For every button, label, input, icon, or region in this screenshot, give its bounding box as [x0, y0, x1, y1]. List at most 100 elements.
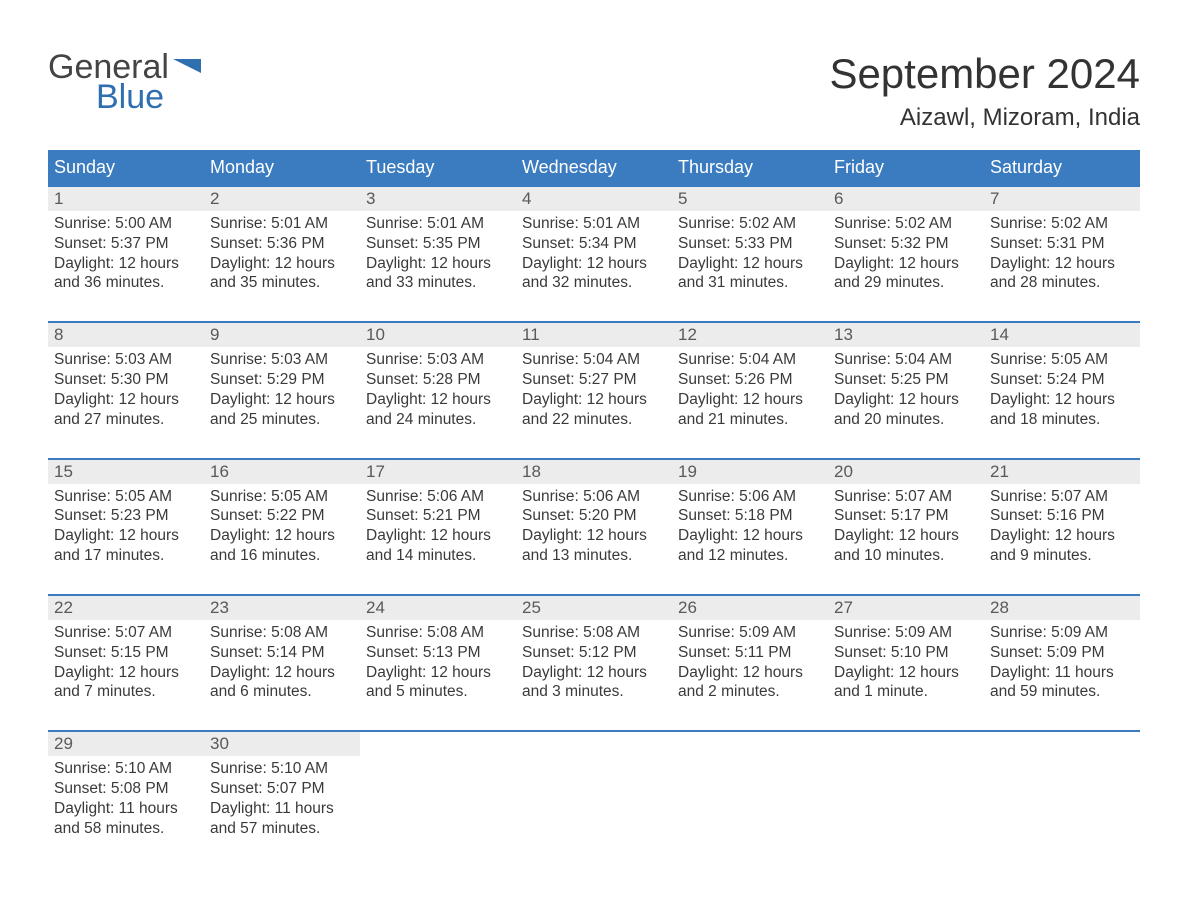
sunset-line: Sunset: 5:09 PM	[990, 643, 1134, 663]
calendar: SundayMondayTuesdayWednesdayThursdayFrid…	[48, 150, 1140, 845]
weekday-header: Tuesday	[360, 150, 516, 185]
calendar-day: 2Sunrise: 5:01 AMSunset: 5:36 PMDaylight…	[204, 187, 360, 299]
sunset-line: Sunset: 5:34 PM	[522, 234, 666, 254]
sunrise-line: Sunrise: 5:08 AM	[210, 623, 354, 643]
sunset-line: Sunset: 5:25 PM	[834, 370, 978, 390]
weekday-header: Wednesday	[516, 150, 672, 185]
weekday-header: Saturday	[984, 150, 1140, 185]
sunrise-line: Sunrise: 5:07 AM	[54, 623, 198, 643]
day-number: 12	[672, 323, 828, 347]
day-number: 25	[516, 596, 672, 620]
day-number: 11	[516, 323, 672, 347]
sunset-line: Sunset: 5:28 PM	[366, 370, 510, 390]
day-details: Sunrise: 5:03 AMSunset: 5:29 PMDaylight:…	[210, 350, 354, 429]
calendar-day-empty	[984, 732, 1140, 844]
sunset-line: Sunset: 5:21 PM	[366, 506, 510, 526]
calendar-day: 19Sunrise: 5:06 AMSunset: 5:18 PMDayligh…	[672, 460, 828, 572]
day-number: 6	[828, 187, 984, 211]
day-number: 13	[828, 323, 984, 347]
sunrise-line: Sunrise: 5:05 AM	[54, 487, 198, 507]
daylight-line: Daylight: 12 hours and 12 minutes.	[678, 526, 822, 566]
calendar-weeks: 1Sunrise: 5:00 AMSunset: 5:37 PMDaylight…	[48, 185, 1140, 845]
day-details: Sunrise: 5:04 AMSunset: 5:25 PMDaylight:…	[834, 350, 978, 429]
day-number: 28	[984, 596, 1140, 620]
sunrise-line: Sunrise: 5:08 AM	[366, 623, 510, 643]
day-details: Sunrise: 5:05 AMSunset: 5:22 PMDaylight:…	[210, 487, 354, 566]
sunset-line: Sunset: 5:13 PM	[366, 643, 510, 663]
daylight-line: Daylight: 12 hours and 18 minutes.	[990, 390, 1134, 430]
sunrise-line: Sunrise: 5:01 AM	[522, 214, 666, 234]
calendar-day: 9Sunrise: 5:03 AMSunset: 5:29 PMDaylight…	[204, 323, 360, 435]
daylight-line: Daylight: 12 hours and 3 minutes.	[522, 663, 666, 703]
calendar-day: 3Sunrise: 5:01 AMSunset: 5:35 PMDaylight…	[360, 187, 516, 299]
calendar-day: 28 Sunrise: 5:09 AMSunset: 5:09 PMDayligh…	[984, 596, 1140, 708]
daylight-line: Daylight: 12 hours and 10 minutes.	[834, 526, 978, 566]
weekday-header: Monday	[204, 150, 360, 185]
day-details: Sunrise: 5:08 AMSunset: 5:13 PMDaylight:…	[366, 623, 510, 702]
calendar-day: 25Sunrise: 5:08 AMSunset: 5:12 PMDayligh…	[516, 596, 672, 708]
daylight-line: Daylight: 11 hours and 57 minutes.	[210, 799, 354, 839]
daylight-line: Daylight: 12 hours and 16 minutes.	[210, 526, 354, 566]
daylight-line: Daylight: 12 hours and 28 minutes.	[990, 254, 1134, 294]
sunset-line: Sunset: 5:31 PM	[990, 234, 1134, 254]
day-number: 22	[48, 596, 204, 620]
sunrise-line: Sunrise: 5:04 AM	[834, 350, 978, 370]
weekday-header: Thursday	[672, 150, 828, 185]
day-number: 10	[360, 323, 516, 347]
calendar-day: 24Sunrise: 5:08 AMSunset: 5:13 PMDayligh…	[360, 596, 516, 708]
calendar-day: 10Sunrise: 5:03 AMSunset: 5:28 PMDayligh…	[360, 323, 516, 435]
daylight-line: Daylight: 12 hours and 21 minutes.	[678, 390, 822, 430]
sunset-line: Sunset: 5:35 PM	[366, 234, 510, 254]
calendar-day-empty	[672, 732, 828, 844]
day-number: 17	[360, 460, 516, 484]
sunrise-line: Sunrise: 5:02 AM	[990, 214, 1134, 234]
sunrise-line: Sunrise: 5:02 AM	[678, 214, 822, 234]
day-details: Sunrise: 5:07 AMSunset: 5:16 PMDaylight:…	[990, 487, 1134, 566]
weekday-header: Friday	[828, 150, 984, 185]
sunrise-line: Sunrise: 5:00 AM	[54, 214, 198, 234]
sunset-line: Sunset: 5:24 PM	[990, 370, 1134, 390]
calendar-day: 29Sunrise: 5:10 AMSunset: 5:08 PMDayligh…	[48, 732, 204, 844]
daylight-line: Daylight: 12 hours and 1 minute.	[834, 663, 978, 703]
day-number: 7	[984, 187, 1140, 211]
day-details: Sunrise: 5:02 AMSunset: 5:32 PMDaylight:…	[834, 214, 978, 293]
day-details: Sunrise: 5:06 AMSunset: 5:21 PMDaylight:…	[366, 487, 510, 566]
day-details: Sunrise: 5:02 AMSunset: 5:33 PMDaylight:…	[678, 214, 822, 293]
day-details: Sunrise: 5:04 AMSunset: 5:27 PMDaylight:…	[522, 350, 666, 429]
day-details: Sunrise: 5:00 AMSunset: 5:37 PMDaylight:…	[54, 214, 198, 293]
sunset-line: Sunset: 5:08 PM	[54, 779, 198, 799]
day-number: 26	[672, 596, 828, 620]
daylight-line: Daylight: 12 hours and 13 minutes.	[522, 526, 666, 566]
page-header: General Blue September 2024 Aizawl, Mizo…	[48, 50, 1140, 132]
day-details: Sunrise: 5:06 AMSunset: 5:20 PMDaylight:…	[522, 487, 666, 566]
page-title: September 2024	[829, 50, 1140, 98]
day-number: 21	[984, 460, 1140, 484]
weekday-header-row: SundayMondayTuesdayWednesdayThursdayFrid…	[48, 150, 1140, 185]
daylight-line: Daylight: 12 hours and 17 minutes.	[54, 526, 198, 566]
day-details: Sunrise: 5:09 AMSunset: 5:11 PMDaylight:…	[678, 623, 822, 702]
day-number: 29	[48, 732, 204, 756]
sunset-line: Sunset: 5:16 PM	[990, 506, 1134, 526]
day-details: Sunrise: 5:01 AMSunset: 5:36 PMDaylight:…	[210, 214, 354, 293]
calendar-day: 5Sunrise: 5:02 AMSunset: 5:33 PMDaylight…	[672, 187, 828, 299]
sunset-line: Sunset: 5:14 PM	[210, 643, 354, 663]
day-number: 27	[828, 596, 984, 620]
sunrise-line: Sunrise: 5:05 AM	[210, 487, 354, 507]
calendar-week: 8Sunrise: 5:03 AMSunset: 5:30 PMDaylight…	[48, 321, 1140, 435]
sunset-line: Sunset: 5:15 PM	[54, 643, 198, 663]
logo-text-blue: Blue	[48, 80, 201, 114]
sunrise-line: Sunrise: 5:09 AM	[990, 623, 1134, 643]
calendar-week: 29 Sunrise: 5:10 AMSunset: 5:08 PM Dayligh…	[48, 730, 1140, 844]
calendar-day: 12Sunrise: 5:04 AMSunset: 5:26 PMDayligh…	[672, 323, 828, 435]
sunrise-line: Sunrise: 5:03 AM	[366, 350, 510, 370]
sunrise-line: Sunrise: 5:09 AM	[834, 623, 978, 643]
calendar-day-empty	[360, 732, 516, 844]
sunset-line: Sunset: 5:30 PM	[54, 370, 198, 390]
sunrise-line: Sunrise: 5:10 AM	[54, 759, 198, 779]
daylight-line: Daylight: 12 hours and 31 minutes.	[678, 254, 822, 294]
day-number: 18	[516, 460, 672, 484]
daylight-line: Daylight: 11 hours and 59 minutes.	[990, 663, 1134, 703]
calendar-day: 17 Sunrise: 5:06 AMSunset: 5:21 PMDayligh…	[360, 460, 516, 572]
daylight-line: Daylight: 12 hours and 6 minutes.	[210, 663, 354, 703]
daylight-line: Daylight: 12 hours and 25 minutes.	[210, 390, 354, 430]
